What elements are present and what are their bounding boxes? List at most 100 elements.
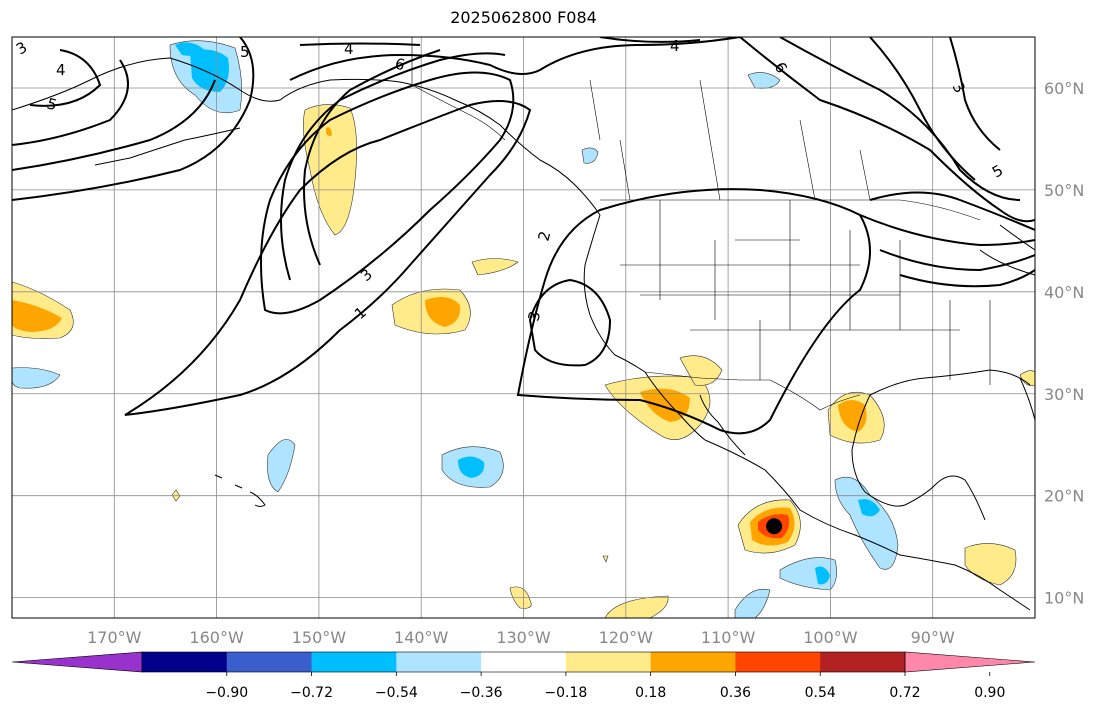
pos-anomaly-baja-north — [679, 355, 723, 386]
graticule — [12, 37, 1035, 618]
lon-tick-label: 150°W — [292, 628, 347, 647]
coastline-gulf-coast — [869, 369, 1031, 396]
neg-anomaly-137w-core — [458, 456, 485, 478]
lon-tick-label: 90°W — [911, 628, 955, 647]
colorbar-tick-label: −0.72 — [290, 685, 333, 701]
contour-top-3 — [869, 37, 976, 181]
colorbar-segment — [820, 652, 906, 672]
colorbar-extend-low — [11, 651, 143, 673]
canada-provinces — [589, 79, 871, 201]
neg-anomaly-west-edge — [12, 367, 61, 389]
colorbar-tick-label: 0.90 — [974, 685, 1005, 701]
colorbar-extend-high — [904, 651, 1036, 673]
lat-tick-label: 40°N — [1044, 283, 1084, 302]
contour-2 — [516, 188, 871, 435]
political-borders — [411, 37, 991, 411]
contours — [12, 37, 1035, 435]
contour-label: 5 — [240, 43, 250, 61]
coastline-gulf-mexico — [851, 394, 986, 521]
contour-label: 4 — [344, 40, 354, 58]
neg-anomaly-mexico — [834, 476, 899, 570]
lon-tick-label: 130°W — [496, 628, 551, 647]
pos-anomaly-gulf-alaska — [303, 104, 357, 236]
lat-tick-label: 20°N — [1044, 487, 1084, 506]
contour-east-1 — [869, 191, 1035, 231]
colorbar-tick-label: 0.36 — [720, 685, 751, 701]
neg-anomaly-hawaii — [267, 439, 296, 493]
contour-label: 4 — [56, 61, 66, 79]
contour-4-north — [299, 37, 701, 46]
colorbar-segment — [650, 652, 736, 672]
pos-anomaly-small-42n — [471, 258, 519, 276]
neg-anomaly-bering-peak — [175, 42, 205, 56]
contour-label: 6 — [393, 54, 407, 74]
contour-east-4 — [899, 269, 1035, 288]
lat-tick-label: 30°N — [1044, 385, 1084, 404]
colorbar-segment — [396, 652, 482, 672]
contour-label: 5 — [989, 161, 1006, 181]
contour-label: 3 — [524, 309, 544, 323]
contour-north-1 — [12, 37, 255, 201]
contour-label: 2 — [534, 229, 554, 243]
contour-3-arc — [260, 71, 515, 315]
contour-north-3 — [12, 59, 129, 146]
contour-label: 5 — [45, 94, 59, 114]
contour-label: 4 — [670, 37, 680, 55]
coastline-alaska — [12, 57, 601, 216]
storm-center-marker — [766, 518, 783, 535]
contour-east-2 — [859, 214, 1035, 247]
coastline-alaska-peninsula — [94, 127, 241, 166]
neg-anomaly-bering-core — [190, 49, 229, 92]
colorbar-outline — [141, 651, 906, 673]
contour-5-arc — [303, 49, 441, 266]
colorbar-segment — [481, 652, 567, 672]
contour-north-2 — [12, 79, 216, 171]
border-us-mexico — [644, 371, 861, 411]
hawaii-islands — [214, 474, 266, 507]
lon-tick-label: 140°W — [394, 628, 449, 647]
colorbar-segment — [226, 652, 313, 672]
lon-tick-label: 100°W — [803, 628, 858, 647]
contour-top-1 — [739, 37, 1035, 223]
lat-tick-label: 10°N — [1044, 589, 1084, 608]
coastline-central-america — [899, 554, 1031, 611]
lon-tick-label: 120°W — [599, 628, 654, 647]
colorbar-tick-label: 0.18 — [635, 685, 666, 701]
contour-3-low — [528, 278, 612, 367]
state-lines — [620, 200, 991, 385]
contour-east-3 — [879, 249, 1035, 272]
colorbar-tick-label: −0.54 — [375, 685, 418, 701]
neg-anomaly-south-1-core — [815, 566, 830, 585]
pos-anomaly-baja-core — [640, 388, 690, 422]
lon-tick-label: 110°W — [701, 628, 756, 647]
map-frame — [11, 36, 1036, 619]
colorbar-tick-label: −0.18 — [544, 685, 587, 701]
latitude-labels: 10°N 20°N 30°N 40°N 50°N 60°N — [1044, 79, 1084, 608]
colorbar-segment — [311, 652, 397, 672]
colorbar-segment — [565, 652, 652, 672]
neg-anomaly-bc — [581, 147, 599, 164]
contour-label: 3 — [357, 265, 376, 285]
longitude-labels: 170°W 160°W 150°W 140°W 130°W 120°W 110°W 100°W… — [87, 628, 955, 647]
neg-anomaly-south-2 — [734, 588, 771, 618]
lon-tick-label: 160°W — [189, 628, 244, 647]
coastline-mexico-west — [704, 439, 901, 556]
contour-6-north — [289, 37, 741, 81]
lat-tick-label: 60°N — [1044, 79, 1084, 98]
map-title: 2025062800 F084 — [450, 8, 597, 27]
coastline-baja — [644, 371, 746, 456]
pos-anomaly-west-edge-core — [12, 300, 62, 332]
colorbar-tick-label: −0.36 — [460, 685, 503, 701]
contour-top-4 — [949, 37, 1001, 151]
colorbar-tick-label: 0.54 — [805, 685, 836, 701]
colorbar-segment — [735, 652, 821, 672]
border-us-canada — [600, 199, 981, 221]
colorbar-tick-label: 0.72 — [889, 685, 920, 701]
pos-anomaly-central-america — [964, 543, 1017, 586]
pos-anomaly-gulf-mexico-core — [838, 400, 867, 432]
lat-tick-label: 50°N — [1044, 181, 1084, 200]
contour-label: 6 — [771, 59, 791, 76]
neg-anomaly-mexico-core — [858, 499, 880, 517]
contour-top-2 — [779, 37, 1021, 201]
coastline-florida — [1019, 377, 1035, 421]
